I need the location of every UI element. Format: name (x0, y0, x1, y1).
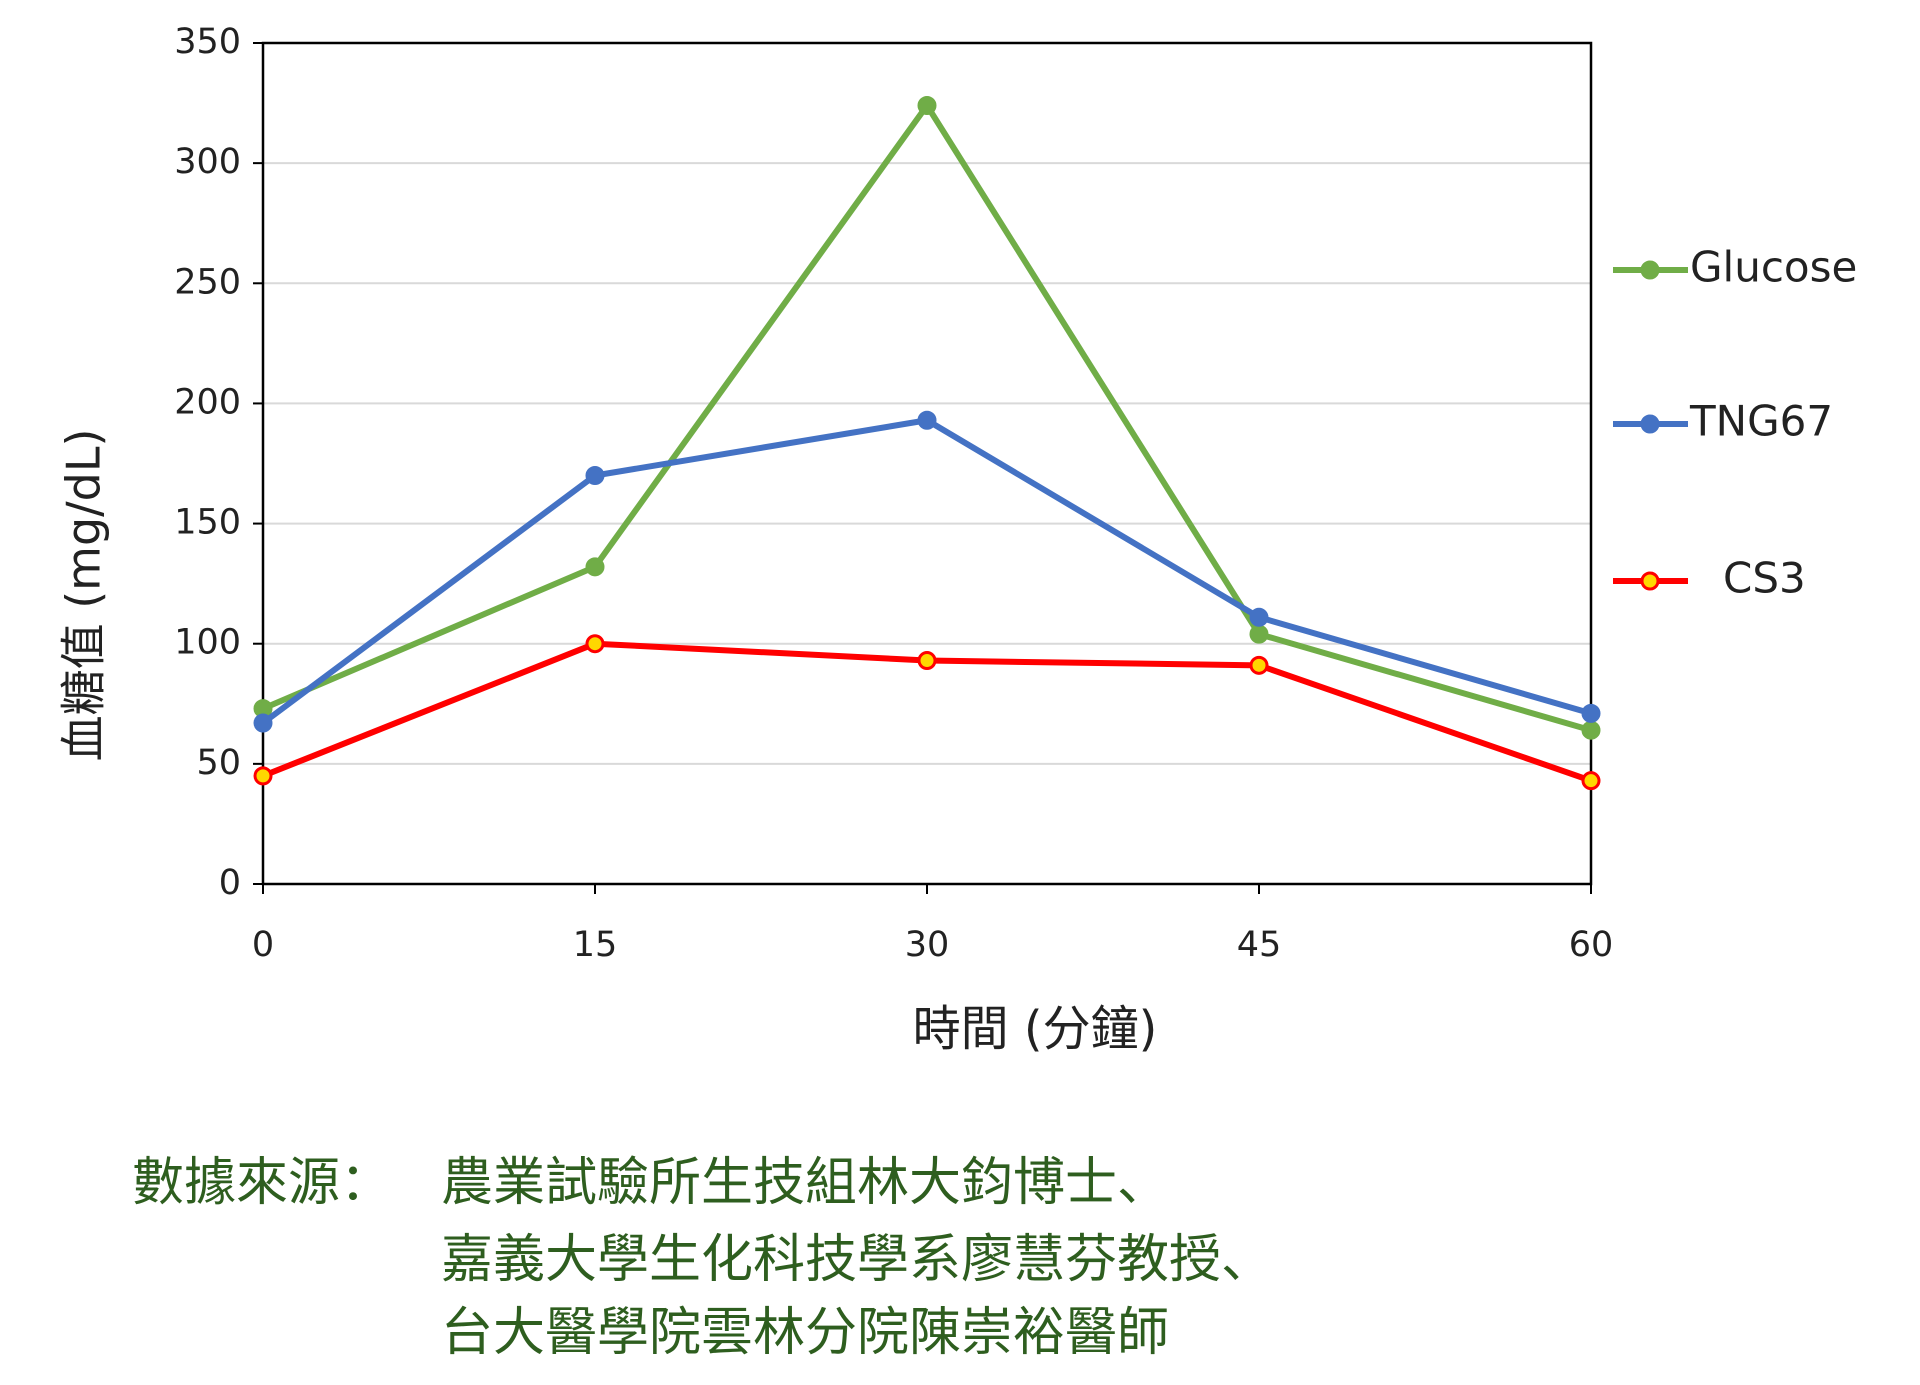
legend-marker (1640, 414, 1660, 434)
y-tick-label: 300 (174, 142, 241, 182)
marker (585, 466, 605, 486)
y-tick-label: 0 (219, 863, 241, 903)
y-tick-label: 50 (196, 743, 241, 783)
x-tick-label: 15 (573, 925, 618, 965)
legend-marker (1640, 571, 1660, 591)
legend-label: Glucose (1690, 243, 1857, 292)
marker (1581, 703, 1601, 723)
legend-label: TNG67 (1689, 397, 1833, 446)
marker (1249, 655, 1269, 675)
legend-marker (1640, 260, 1660, 280)
marker (917, 95, 937, 115)
marker (1581, 771, 1601, 791)
source-line: 嘉義大學生化科技學系廖慧芬教授、 (441, 1230, 1274, 1290)
x-tick-label: 45 (1237, 925, 1282, 965)
marker (1249, 624, 1269, 644)
plot-frame (261, 41, 1593, 886)
y-tick-label: 200 (174, 382, 241, 422)
source-line: 台大醫學院雲林分院陳崇裕醫師 (441, 1303, 1170, 1363)
marker (253, 766, 273, 786)
source-line: 農業試驗所生技組林大鈞博士、 (441, 1153, 1170, 1213)
x-tick-label: 30 (905, 925, 950, 965)
marker (585, 634, 605, 654)
marker (253, 713, 273, 733)
x-tick-label: 0 (252, 925, 274, 965)
marker (1581, 720, 1601, 740)
y-tick-label: 100 (174, 623, 241, 663)
y-tick-label: 350 (174, 22, 241, 62)
marker (917, 410, 937, 430)
y-tick-label: 250 (174, 262, 241, 302)
x-axis-title: 時間 (分鐘) (913, 1001, 1158, 1057)
x-tick-label: 60 (1569, 925, 1614, 965)
y-tick-label: 150 (174, 503, 241, 543)
legend-label: CS3 (1723, 554, 1806, 603)
marker (1249, 607, 1269, 627)
source-label: 數據來源： (132, 1153, 393, 1213)
y-axis-title: 血糖值 (mg/dL) (57, 429, 111, 762)
marker (585, 557, 605, 577)
chart: 時間 (分鐘) 血糖值 (mg/dL) 05010015020025030035… (57, 22, 1858, 1057)
series-line (261, 417, 1592, 726)
marker (917, 651, 937, 671)
